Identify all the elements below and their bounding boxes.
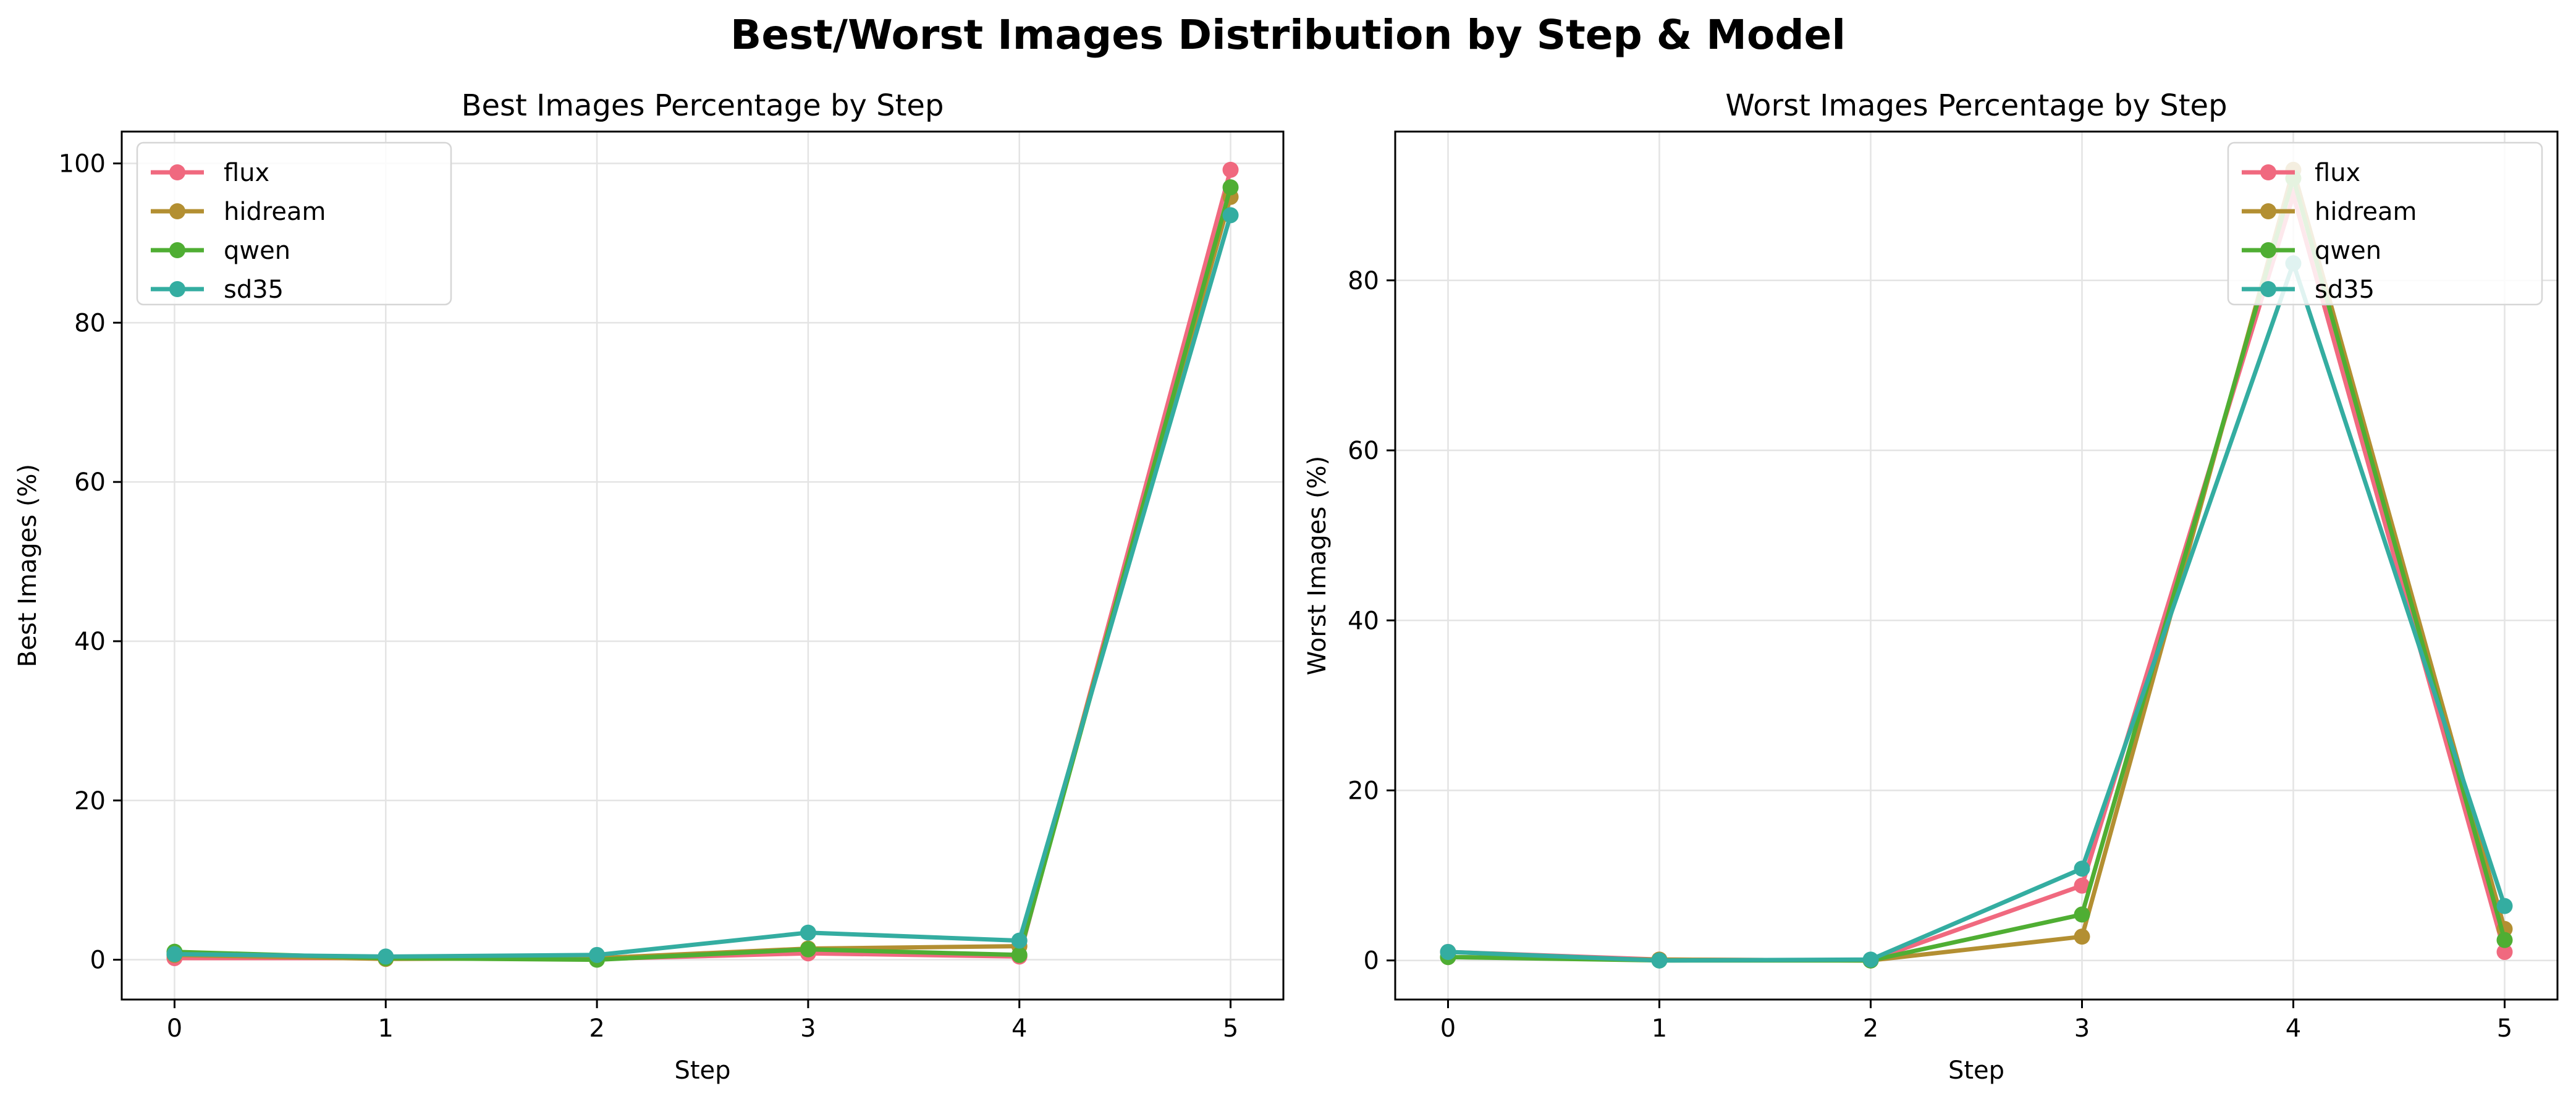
data-point-sd35 bbox=[378, 948, 394, 965]
data-point-sd35 bbox=[589, 946, 606, 963]
data-point-qwen bbox=[1011, 946, 1028, 963]
data-point-sd35 bbox=[1440, 943, 1456, 960]
data-point-hidream bbox=[2074, 928, 2090, 945]
data-point-sd35 bbox=[1862, 951, 1879, 968]
legend: flux hidream qwen sd35 bbox=[136, 141, 452, 306]
y-axis-label: Best Images (%) bbox=[14, 464, 42, 667]
x-tick-label: 0 bbox=[1440, 1014, 1456, 1043]
legend-label: hidream bbox=[224, 198, 326, 226]
legend-swatch-marker bbox=[169, 203, 185, 219]
x-tick-label: 0 bbox=[167, 1014, 182, 1043]
y-tick-label: 60 bbox=[74, 468, 106, 497]
legend-label: sd35 bbox=[224, 276, 284, 304]
y-tick-label: 60 bbox=[1348, 437, 1379, 465]
y-tick-label: 80 bbox=[1348, 267, 1379, 295]
x-axis-label: Step bbox=[1948, 1056, 2004, 1085]
x-tick-label: 5 bbox=[1223, 1014, 1238, 1043]
figure-suptitle: Best/Worst Images Distribution by Step &… bbox=[730, 11, 1846, 59]
y-tick-label: 20 bbox=[74, 787, 106, 815]
y-tick-label: 0 bbox=[90, 946, 106, 975]
legend-box bbox=[136, 141, 452, 306]
legend-swatch-marker bbox=[169, 164, 185, 180]
panel-title: Worst Images Percentage by Step bbox=[1725, 88, 2227, 123]
legend-label: qwen bbox=[2315, 237, 2381, 265]
legend: flux hidream qwen sd35 bbox=[2227, 141, 2543, 306]
axes-frame bbox=[1394, 130, 2559, 1001]
y-tick-label: 20 bbox=[1348, 777, 1379, 805]
legend-label: flux bbox=[2315, 159, 2360, 187]
data-point-qwen bbox=[2496, 932, 2513, 948]
legend-swatch-marker bbox=[2260, 281, 2276, 297]
data-point-sd35 bbox=[166, 946, 183, 962]
data-point-sd35 bbox=[800, 924, 816, 941]
y-tick-label: 40 bbox=[74, 628, 106, 656]
legend-label: hidream bbox=[2315, 198, 2417, 226]
panel-title: Best Images Percentage by Step bbox=[462, 88, 944, 123]
legend-label: sd35 bbox=[2315, 276, 2375, 304]
data-point-sd35 bbox=[2074, 861, 2090, 877]
data-point-flux bbox=[1222, 161, 1239, 178]
x-tick-label: 1 bbox=[1652, 1014, 1667, 1043]
data-point-sd35 bbox=[1011, 932, 1028, 949]
legend-label: flux bbox=[224, 159, 269, 187]
y-tick-label: 100 bbox=[59, 150, 106, 179]
legend-swatch-marker bbox=[2260, 203, 2276, 219]
panel-best: 0 1 2 3 4 5 0 20 40 60 80 100 Best Images Percentage… bbox=[14, 88, 1285, 1085]
x-tick-label: 5 bbox=[2497, 1014, 2512, 1043]
legend-swatch-marker bbox=[169, 242, 185, 258]
legend-swatch-marker bbox=[2260, 242, 2276, 258]
x-tick-label: 2 bbox=[589, 1014, 604, 1043]
legend-box bbox=[2227, 141, 2543, 306]
x-tick-label: 3 bbox=[800, 1014, 816, 1043]
x-tick-label: 4 bbox=[1011, 1014, 1027, 1043]
y-axis-label: Worst Images (%) bbox=[1303, 456, 1332, 675]
legend-swatch-marker bbox=[2260, 164, 2276, 180]
data-point-sd35 bbox=[1651, 952, 1668, 969]
data-point-flux bbox=[2074, 877, 2090, 894]
x-tick-label: 2 bbox=[1863, 1014, 1878, 1043]
series-line-flux bbox=[1446, 193, 2507, 963]
legend-label: qwen bbox=[224, 237, 290, 265]
x-tick-label: 4 bbox=[2286, 1014, 2301, 1043]
x-tick-label: 3 bbox=[2074, 1014, 2090, 1043]
legend-swatch-marker bbox=[169, 281, 185, 297]
data-point-flux bbox=[2496, 943, 2513, 960]
data-point-qwen bbox=[2074, 906, 2090, 923]
series-line-sd35 bbox=[172, 213, 1233, 959]
y-tick-label: 80 bbox=[74, 309, 106, 337]
data-point-qwen bbox=[800, 941, 816, 958]
x-tick-label: 1 bbox=[378, 1014, 394, 1043]
axes-frame bbox=[120, 130, 1285, 1001]
panel-worst: 0 1 2 3 4 5 0 20 40 60 80 Worst Images Percentage b… bbox=[1303, 88, 2559, 1085]
series-line-sd35 bbox=[1446, 261, 2507, 963]
x-axis-label: Step bbox=[674, 1056, 730, 1085]
y-tick-label: 0 bbox=[1364, 947, 1379, 975]
data-point-sd35 bbox=[1222, 207, 1239, 224]
series-line-hidream bbox=[172, 195, 1233, 961]
data-point-qwen bbox=[1222, 179, 1239, 196]
y-tick-label: 40 bbox=[1348, 607, 1379, 635]
data-point-sd35 bbox=[2496, 898, 2513, 914]
